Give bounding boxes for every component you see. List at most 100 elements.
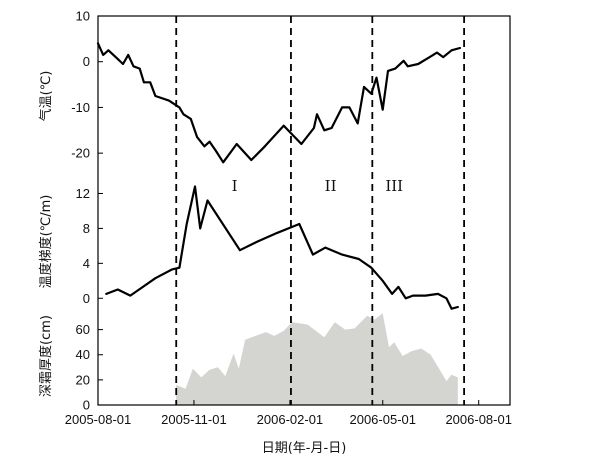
temperature-gradient-point-29 (456, 306, 459, 308)
air-temperature-point-42 (436, 51, 438, 54)
air-temperature-point-3 (114, 56, 117, 58)
plot-frame (97, 15, 511, 406)
temperature-gradient-ytick-label: 12 (76, 186, 90, 201)
air-temperature-point-27 (323, 129, 326, 132)
air-temperature-point-37 (394, 67, 397, 70)
air-temperature-point-41 (428, 56, 431, 58)
frost-depth-ytick-label: 40 (76, 347, 90, 362)
air-temperature-point-2 (107, 49, 110, 52)
temperature-gradient-point-26 (437, 293, 439, 295)
temperature-gradient-ytick-label: 4 (83, 256, 90, 271)
temperature-gradient-point-18 (357, 258, 360, 260)
temperature-gradient-point-7 (185, 223, 188, 225)
air-temperature-point-39 (406, 65, 409, 68)
frost-depth-ylabel: 深霜厚度(cm) (38, 315, 54, 397)
temperature-gradient-ylabel: 温度梯度(℃/m) (38, 195, 54, 289)
air-temperature-series-line (96, 42, 461, 164)
frost-depth-ytick-label: 60 (76, 322, 90, 337)
temperature-gradient-point-8 (194, 185, 196, 188)
air-temperature-point-5 (127, 54, 130, 56)
air-temperature-point-31 (356, 122, 359, 125)
temperature-gradient-ytick-label: 0 (83, 291, 90, 306)
air-temperature-point-15 (196, 136, 199, 139)
temperature-gradient-point-2 (129, 294, 132, 297)
air-temperature-point-13 (182, 113, 185, 116)
air-temperature-point-21 (250, 159, 253, 161)
air-temperature-point-6 (132, 65, 135, 68)
air-temperature-ytick-label: 0 (83, 54, 90, 69)
temperature-gradient-ytick-label: 8 (83, 221, 90, 236)
period-label-2: II (325, 177, 337, 195)
air-temperature-point-28 (330, 127, 333, 129)
air-temperature-point-40 (417, 63, 420, 65)
air-temperature-ytick-label: -20 (71, 146, 90, 161)
temperature-gradient-point-24 (412, 294, 414, 297)
temperature-gradient-point-11 (239, 249, 241, 252)
temperature-gradient-series-line (105, 185, 459, 310)
air-temperature-ytick-label: -10 (71, 100, 90, 115)
temperature-gradient-point-22 (397, 286, 400, 288)
air-temperature-point-23 (282, 124, 285, 127)
temperature-gradient-point-4 (154, 277, 157, 280)
temperature-gradient-point-5 (171, 268, 174, 271)
air-temperature-point-24 (300, 143, 303, 145)
period-label-3: III (385, 177, 403, 195)
frost-depth-ytick-label: 0 (83, 398, 90, 413)
air-temperature-point-32 (363, 86, 365, 88)
temperature-gradient-point-6 (178, 266, 181, 269)
x-tick-label-4: 2006-05-01 (349, 412, 416, 427)
air-temperature-point-43 (442, 56, 445, 58)
air-temperature-point-19 (222, 161, 225, 164)
frost-depth-area (176, 313, 458, 405)
air-temperature-point-4 (122, 63, 124, 65)
air-temperature-point-30 (348, 106, 351, 109)
temperature-gradient-point-23 (404, 297, 407, 300)
frost-depth-ytick-label: 20 (76, 372, 90, 387)
air-temperature-point-25 (313, 127, 315, 129)
x-tick-label-5: 2006-08-01 (445, 412, 512, 427)
temperature-gradient-point-1 (116, 288, 119, 291)
temperature-gradient-point-17 (341, 253, 343, 256)
temperature-gradient-point-16 (324, 246, 327, 249)
air-temperature-point-44 (450, 49, 453, 52)
air-temperature-point-26 (316, 113, 318, 116)
temperature-gradient-point-28 (450, 307, 453, 310)
temperature-gradient-point-25 (424, 294, 427, 297)
temperature-gradient-point-15 (312, 253, 314, 256)
temperature-gradient-point-21 (391, 293, 393, 295)
air-temperature-point-20 (235, 143, 238, 145)
air-temperature-point-12 (178, 106, 181, 109)
period-label-1: I (232, 177, 238, 195)
air-temperature-point-7 (138, 67, 141, 70)
air-temperature-point-33 (370, 92, 373, 95)
temperature-gradient-point-9 (199, 227, 202, 230)
air-temperature-point-11 (168, 99, 170, 102)
air-temperature-point-38 (402, 59, 405, 62)
air-temperature-point-22 (264, 145, 266, 148)
air-temperature-point-35 (381, 108, 384, 111)
temperature-gradient-point-3 (142, 286, 144, 288)
air-temperature-point-14 (189, 118, 192, 120)
air-temperature-point-17 (208, 140, 211, 143)
x-tick-label-3: 2006-02-01 (257, 412, 324, 427)
x-tick-label-1: 2005-08-01 (65, 412, 132, 427)
air-temperature-point-9 (149, 81, 152, 84)
air-temperature-point-16 (203, 145, 206, 148)
temperature-gradient-point-19 (370, 266, 373, 269)
air-temperature-point-8 (143, 81, 145, 84)
temperature-gradient-point-13 (276, 231, 279, 234)
air-temperature-ylabel: 气温(℃) (38, 71, 54, 122)
temperature-gradient-point-14 (298, 223, 301, 225)
x-tick-label-2: 2005-11-01 (161, 412, 227, 427)
air-temperature-point-18 (215, 150, 217, 152)
air-temperature-point-1 (102, 54, 105, 56)
air-temperature-point-36 (387, 70, 389, 72)
temperature-gradient-point-0 (105, 293, 108, 295)
temperature-gradient-point-20 (381, 279, 384, 282)
air-temperature-point-34 (375, 76, 378, 79)
temperature-gradient-point-27 (445, 297, 448, 300)
air-temperature-ytick-label: 10 (76, 9, 90, 24)
temperature-gradient-point-10 (206, 199, 209, 202)
air-temperature-point-29 (341, 106, 343, 109)
